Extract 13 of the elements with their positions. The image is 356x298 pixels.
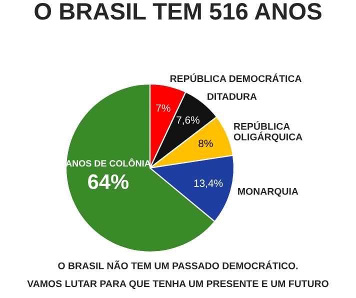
data-label: 13,4%: [194, 180, 223, 188]
slice-label: DITADURA: [208, 93, 257, 100]
text: O BRASIL NÃO TEM UM PASSADO DEMOCRÁTICO.: [58, 260, 298, 270]
text: VAMOS LUTAR PARA QUE TENHA UM PRESENTE E UM FUTURO: [27, 280, 328, 289]
data-label: 7%: [156, 104, 170, 112]
slice-label: REPÚBLICA DEMOCRÁTICA: [170, 73, 302, 82]
slice-label: MONARQUIA: [238, 188, 298, 197]
slice-label: ANOS DE COLÔNIA: [66, 158, 151, 167]
slice-label: REPÚBLICA OLIGÁRQUICA: [234, 121, 302, 142]
data-label: 64%: [88, 174, 128, 190]
chart-title: O BRASIL TEM 516 ANOS: [34, 3, 322, 20]
data-label: 8%: [198, 140, 213, 148]
data-label: 7,6%: [176, 116, 200, 125]
